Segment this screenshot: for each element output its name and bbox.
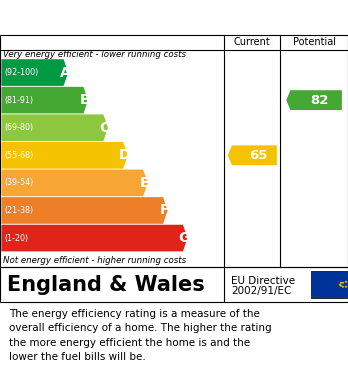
Text: D: D <box>119 148 130 162</box>
Polygon shape <box>1 170 148 196</box>
Text: 82: 82 <box>310 93 329 107</box>
Polygon shape <box>1 59 68 86</box>
Polygon shape <box>1 197 168 224</box>
Text: G: G <box>179 231 190 245</box>
Text: E: E <box>140 176 149 190</box>
Text: ★: ★ <box>339 284 342 288</box>
Polygon shape <box>1 115 108 141</box>
Bar <box>311 271 348 298</box>
Text: 2002/91/EC: 2002/91/EC <box>231 286 292 296</box>
Text: ★: ★ <box>343 285 347 289</box>
Text: ★: ★ <box>341 285 345 289</box>
Text: (1-20): (1-20) <box>4 233 28 242</box>
Text: (21-38): (21-38) <box>4 206 33 215</box>
Polygon shape <box>1 142 128 169</box>
Text: 65: 65 <box>249 149 267 162</box>
Text: Potential: Potential <box>293 38 335 47</box>
Text: A: A <box>60 66 70 79</box>
Text: Energy Efficiency Rating: Energy Efficiency Rating <box>9 11 230 25</box>
Text: (39-54): (39-54) <box>4 178 33 187</box>
Text: ★: ★ <box>339 282 342 285</box>
Polygon shape <box>286 90 342 110</box>
Text: (81-91): (81-91) <box>4 96 33 105</box>
Polygon shape <box>1 225 188 251</box>
Polygon shape <box>228 145 277 165</box>
Text: ★: ★ <box>346 285 348 289</box>
Polygon shape <box>1 87 88 113</box>
Text: ★: ★ <box>343 280 347 284</box>
Text: The energy efficiency rating is a measure of the
overall efficiency of a home. T: The energy efficiency rating is a measur… <box>9 309 271 362</box>
Text: (69-80): (69-80) <box>4 123 33 132</box>
Text: ★: ★ <box>346 281 348 285</box>
Text: C: C <box>100 121 110 135</box>
Text: Current: Current <box>234 38 271 47</box>
Text: (55-68): (55-68) <box>4 151 33 160</box>
Text: ★: ★ <box>341 281 345 285</box>
Text: B: B <box>80 93 90 107</box>
Text: (92-100): (92-100) <box>4 68 38 77</box>
Text: ★: ★ <box>338 283 341 287</box>
Text: England & Wales: England & Wales <box>7 274 205 295</box>
Text: Not energy efficient - higher running costs: Not energy efficient - higher running co… <box>3 256 187 265</box>
Text: F: F <box>160 203 169 217</box>
Text: Very energy efficient - lower running costs: Very energy efficient - lower running co… <box>3 50 187 59</box>
Text: EU Directive: EU Directive <box>231 276 295 285</box>
